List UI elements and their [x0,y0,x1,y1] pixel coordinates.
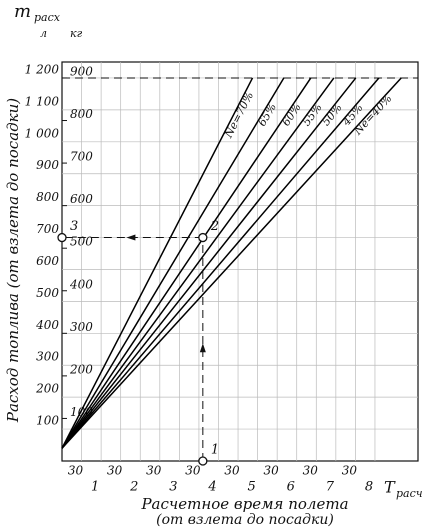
y-axis-title: Расход топлива (от взлета до посадки) [4,98,22,423]
y-tick-label: 200 [35,382,59,396]
x-tick-label: 5 [247,480,255,495]
x-tick-label: 1 [91,480,99,495]
plot-frame [61,61,419,462]
x-tick-label: 30 [264,464,280,478]
x-tick-label: 3 [169,480,177,495]
series-label: 50% [319,101,344,128]
series-line [61,77,380,449]
y-unit: л [40,27,47,40]
series-line [61,77,285,449]
y2-tick-label: 400 [69,277,93,291]
y2-unit: кг [70,27,83,40]
y-tick-label: 1 100 [25,94,60,108]
arrow [126,234,136,241]
x-axis-title: Расчетное время полета [140,495,348,513]
arrow [199,343,206,353]
point-label: 2 [210,219,219,234]
y2-tick-label: 200 [69,362,93,376]
x-axis-title-2: (от взлета до посадки) [156,512,334,528]
y-tick-label: 800 [36,190,59,204]
x-symbol-sub: расч [396,487,423,500]
point [57,232,67,243]
y-tick-label: 400 [35,318,59,332]
y-tick-label: 900 [36,158,59,172]
y-tick-label: 100 [36,414,59,428]
series-label: 65% [255,101,279,129]
y-tick-label: 1 000 [25,126,60,140]
x-tick-label: 4 [207,480,216,495]
x-tick-label: 30 [342,464,358,478]
point [198,232,208,243]
x-tick-label: 30 [303,464,319,478]
x-tick-label: 30 [185,464,201,478]
y-symbol: m [14,1,31,22]
x-tick-label: 30 [107,464,123,478]
x-tick-label: 2 [129,480,138,495]
y-tick-label: 700 [36,222,59,236]
series-line [61,77,402,449]
series-label: 55% [300,101,325,128]
y-tick-label: 500 [36,286,59,300]
x-tick-label: 30 [146,464,162,478]
x-tick-label: 7 [326,480,335,495]
series-line [61,77,335,449]
x-tick-label: 6 [287,480,295,495]
series-line [61,77,312,449]
y-tick-label: 300 [36,350,59,364]
series-line [61,77,254,449]
y-tick-label: 1 200 [25,62,60,76]
x-tick-label: 30 [224,464,240,478]
x-tick-label: 8 [365,480,373,495]
series-line [61,77,357,449]
point-label: 1 [211,443,219,458]
x-tick-label: 30 [68,464,84,478]
y-symbol-sub: расх [34,11,61,24]
y-tick-label: 600 [36,254,59,268]
point [198,456,208,466]
x-symbol: T [384,478,396,497]
point-label: 3 [70,219,78,234]
